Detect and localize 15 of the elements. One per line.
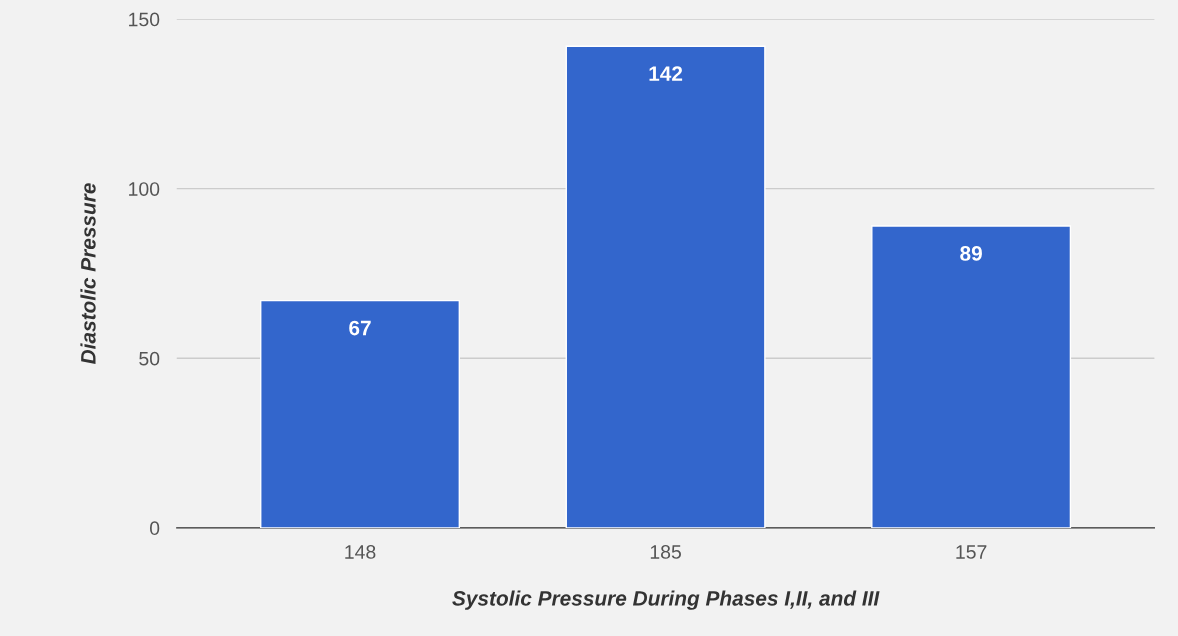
x-tick-label: 157 (956, 545, 987, 559)
y-tick-label: 0 (149, 521, 160, 536)
x-tick-label: 148 (345, 545, 376, 559)
y-tick-label: 150 (129, 12, 160, 27)
y-tick-label: 50 (139, 351, 160, 366)
data-label: 142 (649, 66, 683, 81)
bar (565, 45, 766, 528)
x-tick-label: 185 (650, 545, 681, 559)
y-tick-label: 100 (129, 182, 160, 196)
x-axis-title: Systolic Pressure During Phases I,II, and III (452, 590, 880, 610)
bar (871, 225, 1072, 528)
data-label: 67 (349, 320, 371, 336)
data-label: 89 (960, 246, 982, 261)
bar (260, 299, 461, 528)
y-axis-title: Diastolic Pressure (80, 183, 96, 365)
